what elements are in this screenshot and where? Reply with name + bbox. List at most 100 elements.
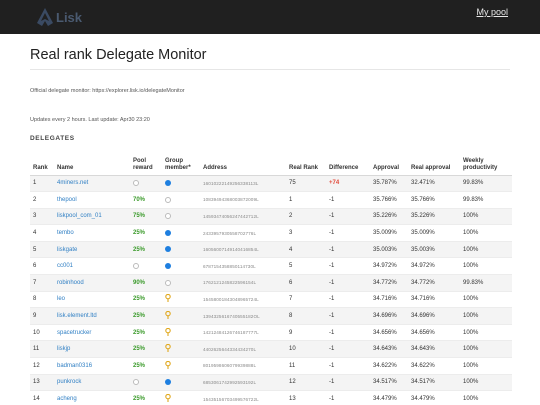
lisk-logo[interactable]: Lisk: [36, 7, 82, 27]
group-member-cell: [162, 291, 200, 309]
group-member-dot-icon: [165, 180, 171, 186]
rank-cell: 1: [30, 175, 54, 193]
difference-cell: -1: [326, 390, 370, 405]
top-navbar: Lisk My pool: [0, 0, 540, 34]
real-rank-cell: 3: [286, 224, 326, 242]
table-row: 13 punkrock 6853061742992593192L 12 -1 34.517…: [30, 374, 512, 392]
address-cell: 15435156703499576722L: [200, 390, 286, 405]
difference-cell: -1: [326, 340, 370, 359]
difference-cell: -1: [326, 191, 370, 209]
name-cell: liskjp: [54, 340, 130, 359]
pool-reward-cell: 25%: [130, 291, 162, 309]
rank-cell: 8: [30, 291, 54, 309]
difference-cell: -1: [326, 274, 370, 292]
delegate-name-link[interactable]: thepool: [57, 196, 77, 203]
address-cell: 14593474056247442712L: [200, 208, 286, 226]
delegate-name-link[interactable]: liskpool_com_01: [57, 213, 102, 220]
delegate-name-link[interactable]: liskjp: [57, 346, 71, 353]
address-cell: 6853061742992593192L: [200, 374, 286, 392]
difference-cell: -1: [326, 291, 370, 309]
name-cell: tembo: [54, 224, 130, 242]
group-member-cell: [162, 208, 200, 226]
logo-text: Lisk: [56, 9, 83, 25]
group-member-dot-icon: [165, 229, 171, 236]
rank-cell: 10: [30, 324, 54, 342]
pool-reward-cell: 25%: [130, 307, 162, 325]
real-rank-cell: 10: [286, 340, 326, 359]
approval-cell: 34.696%: [370, 307, 408, 325]
group-member-cell: [162, 274, 200, 292]
table-row: 6 cc001 6787154358850114730L 5 -1 34.972% 34.9…: [30, 257, 512, 276]
pin-icon: [165, 360, 171, 371]
column-header: Address: [200, 148, 286, 176]
address-cell: 1394325616740555182OL: [200, 307, 286, 325]
pool-reward-cell: 90%: [130, 274, 162, 292]
real-approval-cell: 34.479%: [408, 390, 460, 405]
approval-cell: 34.716%: [370, 291, 408, 309]
approval-cell: 34.772%: [370, 274, 408, 292]
title-divider: [30, 69, 510, 70]
column-header: Rank: [30, 148, 54, 176]
name-cell: spacetrucker: [54, 324, 130, 342]
group-member-cell: [162, 224, 200, 242]
delegate-name-link[interactable]: lisk.element.ltd: [57, 313, 97, 320]
delegate-name-link[interactable]: spacetrucker: [57, 329, 92, 336]
approval-cell: 35.766%: [370, 191, 408, 209]
table-row: 5 liskgate 25% 16056007149140416854L 4 -1 35.0…: [30, 241, 512, 259]
real-rank-cell: 8: [286, 307, 326, 325]
real-approval-cell: 35.226%: [408, 208, 460, 226]
productivity-cell: 100%: [460, 307, 512, 325]
productivity-cell: 99.83%: [460, 274, 512, 292]
productivity-cell: 100%: [460, 374, 512, 392]
pin-icon: [165, 344, 171, 354]
rank-cell: 14: [30, 390, 54, 405]
real-rank-cell: 2: [286, 208, 326, 226]
name-cell: acheng: [54, 390, 130, 405]
column-header: Name: [54, 148, 130, 176]
rank-cell: 9: [30, 307, 54, 325]
delegate-name-link[interactable]: 4miners.net: [57, 180, 89, 187]
rank-cell: 3: [30, 208, 54, 226]
delegate-name-link[interactable]: punkrock: [57, 379, 82, 386]
difference-cell: -1: [326, 374, 370, 392]
name-cell: robinhood: [54, 274, 130, 292]
delegate-name-link[interactable]: liskgate: [57, 246, 78, 253]
delegate-name-link[interactable]: acheng: [57, 396, 77, 403]
name-cell: punkrock: [54, 374, 130, 392]
column-header: Approval: [370, 148, 408, 176]
difference-cell: -1: [326, 357, 370, 375]
delegate-name-link[interactable]: leo: [57, 296, 66, 303]
column-header: Group member*: [162, 148, 200, 176]
difference-cell: -1: [326, 224, 370, 242]
empty-circle-icon: [133, 379, 139, 386]
approval-cell: 34.972%: [370, 257, 408, 276]
update-info-text: Updates every 2 hours. Last update: Apr3…: [30, 117, 150, 123]
page-title: Real rank Delegate Monitor: [30, 47, 207, 63]
productivity-cell: 100%: [460, 357, 512, 375]
approval-cell: 34.622%: [370, 357, 408, 375]
pool-reward-cell: 25%: [130, 224, 162, 242]
productivity-cell: 99.83%: [460, 175, 512, 193]
address-cell: 16056007149140416854L: [200, 241, 286, 259]
my-pool-link[interactable]: My pool: [476, 7, 508, 17]
pool-reward-cell: [130, 257, 162, 276]
delegate-name-link[interactable]: robinhood: [57, 279, 84, 286]
rank-cell: 5: [30, 241, 54, 259]
table-row: 11 liskjp 25% 4402625644334434270L 10 -1 34.64…: [30, 340, 512, 359]
real-rank-cell: 75: [286, 175, 326, 193]
column-header: Weekly productivity: [460, 148, 512, 176]
real-rank-cell: 12: [286, 374, 326, 392]
delegates-table: Rank Name Pool reward Group member* Address R…: [30, 148, 512, 405]
delegate-name-link[interactable]: badman0316: [57, 362, 93, 369]
group-member-cell: [162, 357, 200, 375]
rank-cell: 7: [30, 274, 54, 292]
real-approval-cell: 32.471%: [408, 175, 460, 193]
delegate-name-link[interactable]: tembo: [57, 230, 74, 237]
delegate-name-link[interactable]: cc001: [57, 263, 74, 270]
table-row: 3 liskpool_com_01 75% 14593474056247442712L…: [30, 208, 512, 226]
name-cell: 4miners.net: [54, 175, 130, 193]
real-approval-cell: 34.517%: [408, 374, 460, 392]
group-member-cell: [162, 241, 200, 259]
delegates-section-title: DELEGATES: [30, 135, 75, 142]
empty-circle-icon: [133, 180, 139, 186]
